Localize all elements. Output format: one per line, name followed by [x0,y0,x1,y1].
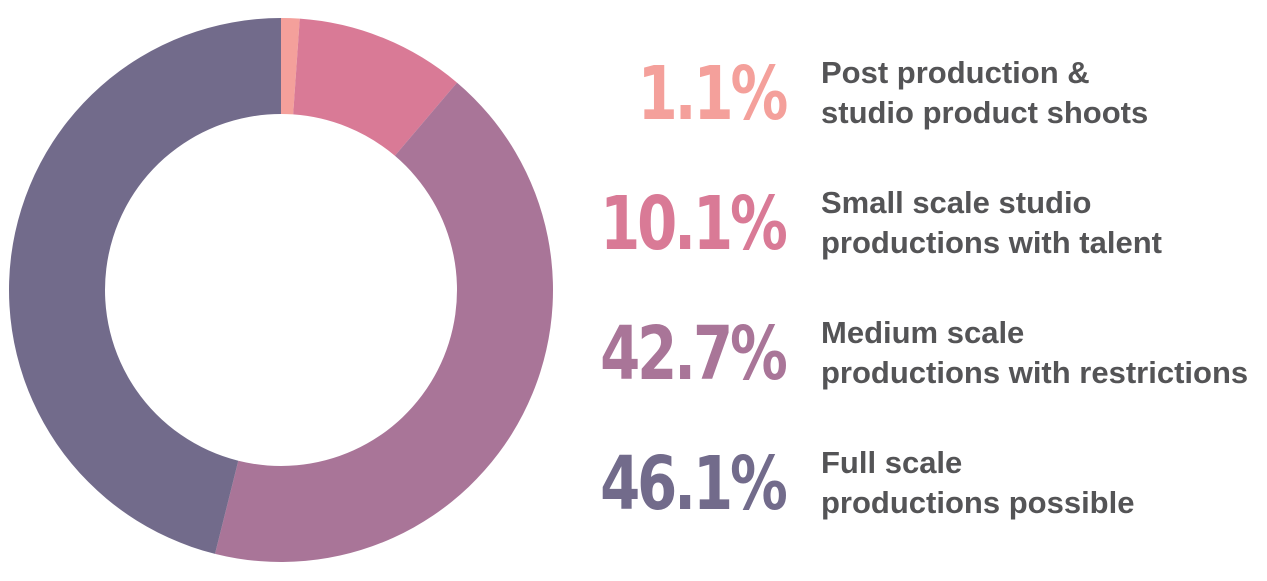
legend-label-post-production: Post production & studio product shoots [821,53,1148,133]
legend-percent-medium-scale: 42.7% [600,311,788,397]
donut-chart [9,18,554,563]
legend-entry-small-scale: 10.1% Small scale studio productions wit… [560,179,1267,289]
legend-percent-post-production: 1.1% [637,51,788,137]
legend-percent-full-scale: 46.1% [600,441,788,527]
legend-label-full-scale: Full scale productions possible [821,443,1134,523]
legend-percent-small-scale: 10.1% [600,181,788,267]
legend-label-line-1: Post production & [821,55,1090,90]
legend-label-line-1: Full scale [821,445,963,480]
legend-entry-post-production: 1.1% Post production & studio product sh… [560,49,1267,159]
legend-label-line-1: Medium scale [821,315,1025,350]
slice-medium-scale [215,82,554,563]
legend-label-line-2: productions with talent [821,225,1162,260]
legend-entry-medium-scale: 42.7% Medium scale productions with rest… [560,309,1267,419]
legend-label-small-scale: Small scale studio productions with tale… [821,183,1162,263]
legend-label-line-2: studio product shoots [821,95,1149,130]
slice-full-scale [9,18,282,554]
slice-small-scale [293,18,457,156]
legend-label-line-2: productions possible [821,485,1135,520]
slice-post-production [281,18,300,115]
legend-label-line-1: Small scale studio [821,185,1092,220]
legend-label-medium-scale: Medium scale productions with restrictio… [821,313,1248,393]
legend-label-line-2: productions with restrictions [821,355,1249,390]
legend-entry-full-scale: 46.1% Full scale productions possible [560,439,1267,549]
